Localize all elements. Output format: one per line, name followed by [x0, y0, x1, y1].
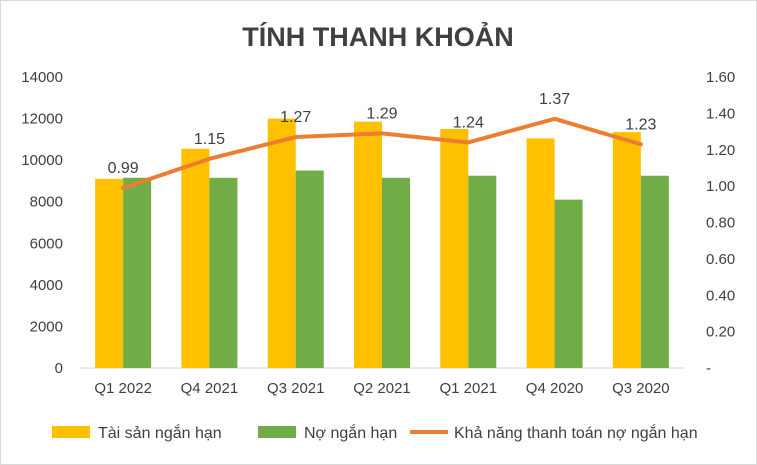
legend-label: Nợ ngắn hạn [304, 423, 397, 442]
category-label: Q3 2021 [267, 380, 325, 397]
right-axis-tick-label: 0.20 [706, 324, 735, 341]
data-label: 1.15 [194, 131, 225, 148]
left-axis-tick-label: 14000 [21, 69, 63, 86]
right-axis-tick-label: - [706, 360, 711, 377]
right-axis-tick-label: 1.00 [706, 178, 735, 195]
bar-no-ngan-han [640, 175, 669, 368]
bar-no-ngan-han [295, 170, 324, 368]
category-label: Q4 2020 [526, 380, 584, 397]
data-label: 1.37 [539, 91, 570, 108]
chart-title: TÍNH THANH KHOẢN [242, 20, 513, 52]
category-label: Q3 2020 [612, 380, 670, 397]
data-label: 1.29 [366, 105, 397, 122]
legend-item-no-ngan-han: Nợ ngắn hạn [258, 423, 397, 442]
bars-group [95, 118, 669, 368]
right-axis-tick-label: 1.20 [706, 142, 735, 159]
right-axis-tick-label: 0.40 [706, 287, 735, 304]
bar-no-ngan-han [554, 199, 583, 368]
left-axis-tick-label: 2000 [30, 318, 63, 335]
left-axis-tick-label: 6000 [30, 235, 63, 252]
line-series-group: 0.99 1.15 1.27 1.29 1.24 1.37 1.23 [108, 91, 657, 190]
right-axis-tick-label: 0.80 [706, 215, 735, 232]
bar-tai-san-ngan-han [354, 121, 382, 368]
left-axis-tick-label: 12000 [21, 111, 63, 128]
right-axis-tick-label: 1.40 [706, 105, 735, 122]
line-kha-nang-thanh-toan [121, 116, 643, 190]
right-axis-tick-label: 1.60 [706, 69, 735, 86]
left-axis-ticks: 0 2000 4000 6000 8000 10000 12000 14000 [21, 69, 63, 377]
bar-tai-san-ngan-han [526, 138, 555, 368]
bar-no-ngan-han [123, 177, 152, 368]
category-label: Q1 2021 [440, 380, 498, 397]
bar-no-ngan-han [468, 175, 497, 368]
legend: Tài sản ngắn hạn Nợ ngắn hạn Khả năng than… [52, 423, 698, 442]
category-labels: Q1 2022 Q4 2021 Q3 2021 Q2 2021 Q1 2021 Q4 20… [94, 380, 669, 397]
data-label: 0.99 [108, 160, 139, 177]
bar-no-ngan-han [209, 177, 238, 368]
bar-tai-san-ngan-han [95, 178, 124, 368]
bar-tai-san-ngan-han [181, 148, 210, 368]
left-axis-tick-label: 4000 [30, 277, 63, 294]
left-axis-tick-label: 10000 [21, 152, 63, 169]
legend-item-kha-nang-thanh-toan: Khả năng thanh toán nợ ngắn hạn [410, 423, 698, 442]
legend-label: Khả năng thanh toán nợ ngắn hạn [454, 423, 698, 442]
bar-tai-san-ngan-han [440, 128, 469, 368]
category-label: Q1 2022 [94, 380, 152, 397]
category-label: Q2 2021 [353, 380, 411, 397]
bar-tai-san-ngan-han [267, 118, 296, 368]
data-label: 1.27 [280, 109, 311, 126]
data-label: 1.24 [453, 114, 484, 131]
data-label: 1.23 [625, 116, 656, 133]
bar-no-ngan-han [382, 177, 410, 368]
left-axis-tick-label: 8000 [30, 194, 63, 211]
legend-label: Tài sản ngắn hạn [98, 423, 222, 442]
left-axis-tick-label: 0 [55, 360, 63, 377]
category-label: Q4 2021 [181, 380, 239, 397]
legend-swatch [258, 426, 296, 438]
right-axis-tick-label: 0.60 [706, 251, 735, 268]
legend-swatch [52, 426, 90, 438]
bar-tai-san-ngan-han [612, 132, 641, 368]
right-axis-ticks: - 0.20 0.40 0.60 0.80 1.00 1.20 1.40 1.60 [706, 69, 735, 377]
legend-item-tai-san-ngan-han: Tài sản ngắn hạn [52, 423, 222, 442]
